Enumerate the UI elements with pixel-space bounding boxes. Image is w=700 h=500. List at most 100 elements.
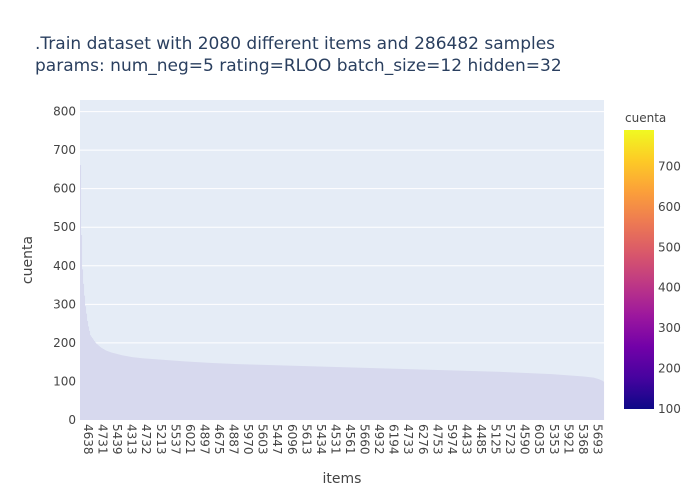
bar (227, 363, 229, 420)
bar (355, 367, 357, 420)
bar (461, 370, 463, 420)
x-tick-label: 4638 (81, 424, 95, 455)
bar (259, 364, 261, 420)
bar (509, 372, 511, 420)
bar (569, 375, 571, 420)
bar (176, 360, 178, 420)
x-tick-label: 5537 (168, 424, 182, 455)
bar (577, 376, 579, 420)
bar (560, 374, 562, 420)
bar (290, 365, 292, 420)
bar (249, 364, 251, 420)
bar (186, 361, 188, 420)
bar (399, 368, 401, 420)
bar (125, 355, 127, 420)
bar (267, 364, 269, 420)
bar (510, 372, 512, 420)
bar (257, 364, 259, 420)
x-tick-label: 6276 (416, 424, 430, 455)
bar (199, 362, 201, 420)
bar (358, 367, 360, 420)
bar (342, 367, 344, 420)
bar (126, 356, 128, 420)
bar (434, 369, 436, 420)
bar (289, 365, 291, 420)
x-tick-label: 4675 (212, 424, 226, 455)
bar (388, 368, 390, 420)
bar (567, 375, 569, 420)
bar (115, 353, 117, 420)
bar (488, 371, 490, 420)
bar (231, 363, 233, 420)
bar (109, 351, 111, 420)
bar (295, 365, 297, 420)
bar (294, 365, 296, 420)
bar (130, 356, 132, 420)
bar (511, 372, 513, 420)
bar (189, 361, 191, 420)
bar (386, 368, 388, 420)
bar (555, 374, 557, 420)
bar (446, 370, 448, 420)
bar (313, 366, 315, 420)
bar (375, 368, 377, 420)
bar (557, 374, 559, 420)
bar (452, 370, 454, 420)
bar (242, 364, 244, 420)
bar (596, 378, 598, 420)
bar (277, 365, 279, 420)
bar (140, 358, 142, 420)
bar (174, 360, 176, 420)
bar (584, 376, 586, 420)
bar (336, 367, 338, 420)
bar (410, 369, 412, 420)
bar (591, 377, 593, 420)
bar (309, 366, 311, 420)
bar (595, 378, 597, 420)
colorbar-tick-label: 300 (658, 321, 681, 335)
bar (602, 380, 604, 420)
bar (232, 363, 234, 420)
bar (479, 371, 481, 420)
bar (415, 369, 417, 420)
bar (599, 379, 601, 420)
bar (134, 357, 136, 420)
bar (183, 361, 185, 420)
bar (561, 374, 563, 420)
bar (581, 376, 583, 420)
bar (225, 363, 227, 420)
bar (278, 365, 280, 420)
bar (221, 363, 223, 420)
bar (263, 364, 265, 420)
bar (489, 371, 491, 420)
bar (474, 371, 476, 420)
bar (315, 366, 317, 420)
bar (341, 367, 343, 420)
bar (540, 373, 542, 420)
bar (233, 363, 235, 420)
bar (164, 359, 166, 420)
bar (81, 235, 83, 420)
bar (328, 366, 330, 420)
bar (571, 375, 573, 420)
bar (332, 366, 334, 420)
bar (458, 370, 460, 420)
bar (317, 366, 319, 420)
bar (587, 376, 589, 420)
bar (462, 370, 464, 420)
bar (457, 370, 459, 420)
bar (255, 364, 257, 420)
x-tick-label: 6021 (183, 424, 197, 455)
bar (521, 372, 523, 420)
bar (156, 359, 158, 420)
bar (414, 369, 416, 420)
bar (545, 373, 547, 420)
bar (306, 366, 308, 420)
bar (121, 355, 123, 420)
y-tick-label: 400 (53, 259, 76, 273)
bar (190, 361, 192, 420)
bar (472, 371, 474, 420)
bar (216, 363, 218, 420)
bar (92, 338, 94, 420)
bar (601, 380, 603, 420)
